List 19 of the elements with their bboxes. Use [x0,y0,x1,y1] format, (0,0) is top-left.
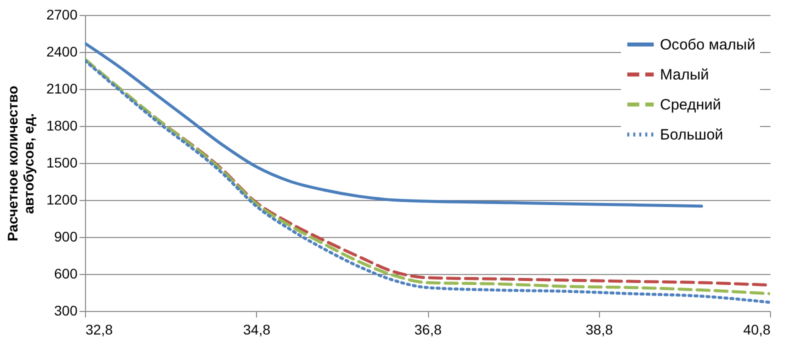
legend-label: Малый [660,66,709,84]
y-tick-label: 600 [54,266,78,282]
y-tick-label: 1800 [46,118,78,134]
x-tick-label: 34,8 [243,322,271,337]
legend-label: Большой [660,126,724,144]
y-tick-label: 1200 [46,192,78,208]
y-tick-label: 900 [54,228,78,244]
y-tick-label: 300 [54,302,78,318]
legend-label: Средний [660,96,721,114]
y-tick-label: 2100 [46,80,78,96]
y-tick-label: 2700 [46,6,78,22]
x-tick-label: 32,8 [86,322,113,337]
x-tick-label: 38,8 [586,322,614,337]
y-tick-label: 1500 [46,154,78,170]
x-tick-label: 40,8 [743,322,771,337]
y-axis-title: Расчетное количество автобусов, ед. [4,86,36,242]
y-tick-label: 2400 [46,44,78,60]
legend-label: Особо малый [660,36,756,54]
x-tick-label: 36,8 [414,322,442,337]
